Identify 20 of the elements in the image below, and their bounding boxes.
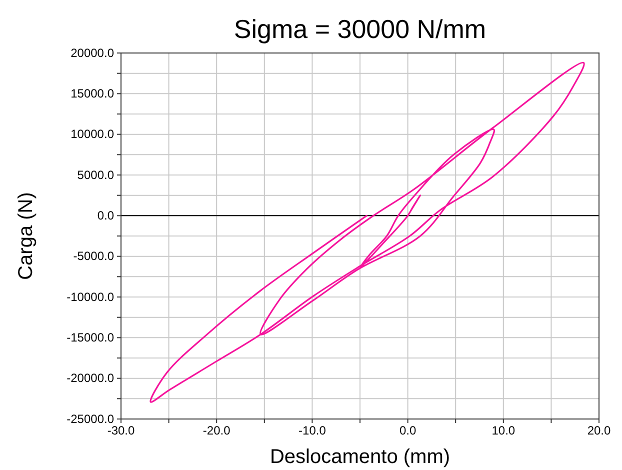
y-axis-title: Carga (N): [15, 192, 37, 280]
x-axis-title: Deslocamento (mm): [270, 446, 450, 468]
x-tick-label: 10.0: [492, 424, 516, 438]
x-tick-label: -10.0: [298, 424, 326, 438]
y-tick-label: -10000.0: [66, 290, 114, 304]
line-series: [150, 62, 585, 403]
x-tick-label: 20.0: [587, 424, 611, 438]
y-tick-label: 15000.0: [70, 86, 114, 101]
x-tick-label: 0.0: [399, 424, 416, 438]
y-tick-label: -25000.0: [66, 412, 114, 426]
y-tick-label: 5000.0: [77, 168, 114, 182]
chart-title: Sigma = 30000 N/mm: [234, 14, 486, 44]
y-tick-label: -5000.0: [73, 249, 114, 264]
y-tick-label: 10000.0: [70, 127, 114, 142]
x-tick-label: -20.0: [202, 424, 231, 438]
y-tick-label: 0.0: [97, 208, 114, 223]
y-tick-label: -20000.0: [66, 371, 114, 386]
y-tick-label: -15000.0: [66, 330, 114, 345]
x-tick-label: -30.0: [107, 424, 135, 438]
y-tick-label: 20000.0: [70, 46, 114, 60]
